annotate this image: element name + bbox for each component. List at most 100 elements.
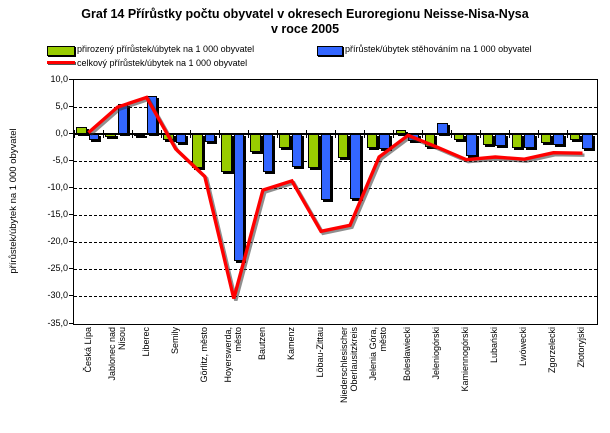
x-tick-label-text: Niederschlesischer Oberlausitzkreis [339, 327, 360, 404]
category-axis-tick [73, 130, 75, 139]
y-axis-tick [69, 159, 73, 161]
bar-migration-9 [320, 134, 332, 200]
gridline [74, 269, 597, 271]
x-tick-label: Jablonec nad Nisou [102, 327, 132, 417]
bar-natural-16 [511, 134, 523, 149]
bar-migration-5 [204, 134, 216, 143]
y-axis-tick [69, 78, 73, 80]
x-tick-label-text: Lubański [489, 327, 500, 364]
y-axis-tick [69, 322, 73, 324]
x-tick-label: Kamiennogórski [450, 327, 480, 417]
x-tick-label-text: Liberec [140, 327, 151, 357]
x-tick-label-text: Jelenia Góra, město [368, 327, 389, 381]
plot-area [73, 79, 598, 325]
bar-natural-10 [337, 134, 348, 159]
x-tick-label: Jeleniogórski [421, 327, 451, 417]
x-tick-label-text: Jeleniogórski [431, 327, 442, 380]
x-tick-label: Lwówecki [508, 327, 538, 417]
legend-swatch-migration [317, 46, 343, 56]
y-axis-title: přírůstek/úbytek na 1 000 obyvatel [8, 128, 19, 274]
bar-natural-11 [366, 134, 378, 149]
chart-title: Graf 14 Přírůstky počtu obyvatel v okres… [81, 7, 529, 21]
category-axis-tick [102, 130, 104, 139]
y-tick-label: -10,0 [47, 181, 68, 192]
x-tick-label: Zgorzelecki [537, 327, 567, 417]
category-axis-tick [305, 130, 307, 139]
bar-natural-12 [395, 130, 407, 135]
category-axis-tick [276, 130, 278, 139]
bar-migration-7 [262, 134, 274, 173]
x-tick-label-text: Löbau-Zittau [314, 327, 325, 378]
x-tick-label: Česká Lípa [73, 327, 103, 417]
category-axis-tick [422, 130, 424, 139]
x-tick-label: Bautzen [247, 327, 277, 417]
bar-natural-8 [279, 134, 290, 149]
bar-migration-1 [88, 134, 99, 141]
y-tick-label: 10,0 [50, 73, 68, 84]
y-tick-label: -35,0 [47, 317, 68, 328]
gridline [74, 296, 597, 298]
y-tick-label: -20,0 [47, 236, 68, 247]
bar-migration-15 [495, 134, 506, 146]
y-tick-label: -15,0 [47, 209, 68, 220]
x-tick-label-text: Česká Lípa [82, 327, 93, 373]
y-tick-label: -30,0 [47, 290, 68, 301]
y-tick-label: -5,0 [52, 154, 68, 165]
x-tick-label: Jelenia Góra, město [363, 327, 393, 417]
x-tick-label: Złotoryjski [566, 327, 596, 417]
bar-migration-18 [582, 134, 593, 150]
x-tick-label-text: Lwówecki [518, 327, 529, 367]
x-tick-label-text: Semily [169, 327, 180, 355]
category-axis-tick [364, 130, 366, 139]
category-axis-tick [480, 130, 482, 139]
legend-swatch-natural [47, 46, 75, 56]
total-line-overlay [87, 95, 585, 301]
gridline [74, 160, 597, 162]
bar-migration-4 [175, 134, 187, 144]
y-axis-tick [69, 186, 73, 188]
y-tick-label: 0,0 [55, 127, 68, 138]
x-tick-label: Görlitz, město [189, 327, 219, 417]
category-axis-tick [509, 130, 511, 139]
category-axis-tick [131, 130, 133, 139]
y-axis-tick [69, 214, 73, 216]
y-axis-tick [69, 295, 73, 297]
x-tick-label-text: Bolesławiecki [402, 327, 413, 382]
x-tick-label-text: Zgorzelecki [547, 327, 558, 374]
x-tick-label-text: Hoyerswerda, město [222, 327, 243, 383]
bar-natural-15 [482, 134, 494, 145]
bar-migration-17 [553, 134, 564, 145]
y-tick-label: 5,0 [55, 100, 68, 111]
x-tick-label: Semily [160, 327, 190, 417]
x-tick-label: Löbau-Zittau [305, 327, 335, 417]
bar-natural-9 [308, 134, 319, 168]
x-tick-label-text: Kamiennogórski [460, 327, 471, 392]
bar-natural-17 [540, 134, 552, 143]
category-axis-tick [393, 130, 395, 139]
bar-natural-3 [134, 134, 145, 137]
x-tick-label-text: Kamenz [285, 327, 296, 361]
bar-migration-6 [233, 134, 245, 261]
y-tick-label: -25,0 [47, 263, 68, 274]
y-axis-tick [69, 241, 73, 243]
category-axis-tick [538, 130, 540, 139]
y-axis-tick [69, 132, 73, 134]
category-axis-tick [247, 130, 249, 139]
y-axis-tick [69, 105, 73, 107]
y-axis-tick [69, 268, 73, 270]
bar-migration-14 [466, 134, 477, 157]
bar-migration-13 [437, 123, 448, 135]
legend-label-migration: přírůstek/úbytek stěhováním na 1 000 oby… [345, 44, 532, 54]
legend-swatch-total-line [47, 61, 75, 64]
gridline [74, 187, 597, 189]
x-tick-label: Kamenz [276, 327, 306, 417]
category-axis-tick [567, 130, 569, 139]
category-axis-tick [160, 130, 162, 139]
category-axis-tick [218, 130, 220, 139]
x-tick-label-text: Görlitz, město [198, 327, 209, 383]
bar-migration-10 [350, 134, 361, 200]
gridline [74, 242, 597, 244]
bar-natural-14 [453, 134, 465, 140]
x-tick-label-text: Jablonec nad Nisou [106, 327, 127, 381]
bar-natural-6 [221, 134, 232, 173]
